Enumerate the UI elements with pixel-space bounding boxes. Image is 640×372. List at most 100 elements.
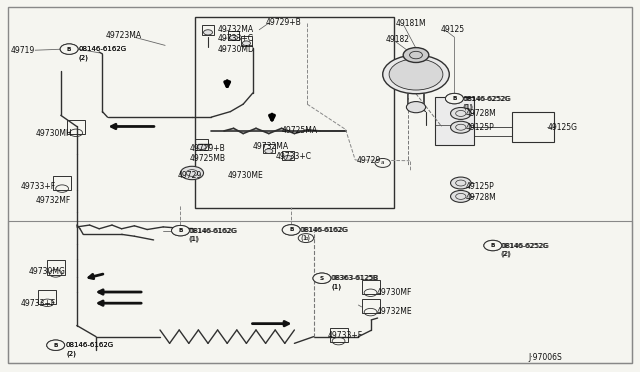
Text: 49125: 49125 [440, 25, 465, 33]
Text: B: B [54, 343, 58, 348]
Circle shape [298, 234, 314, 243]
Text: B: B [491, 243, 495, 248]
Bar [195, 139, 208, 150]
Circle shape [383, 55, 449, 94]
Text: (2): (2) [502, 250, 511, 257]
Text: 49730MH: 49730MH [35, 129, 72, 138]
Circle shape [313, 273, 331, 283]
Text: 49125P: 49125P [466, 182, 495, 190]
Bar [8, 221, 632, 363]
Circle shape [445, 93, 463, 104]
Text: (1): (1) [300, 235, 310, 241]
Text: 08146-6252G: 08146-6252G [500, 243, 548, 248]
Circle shape [313, 273, 331, 283]
Text: (1): (1) [189, 235, 199, 242]
Bar [512, 112, 554, 142]
Text: 08146-6162G: 08146-6162G [78, 46, 126, 52]
Bar [67, 120, 85, 134]
Text: 49181M: 49181M [396, 19, 426, 28]
Text: S: S [320, 276, 324, 281]
Text: (1): (1) [332, 283, 342, 290]
Circle shape [406, 102, 426, 113]
Text: 49729+B: 49729+B [189, 144, 225, 153]
Bar [362, 299, 380, 313]
Circle shape [204, 30, 212, 35]
Bar [38, 290, 56, 304]
Text: (1): (1) [189, 235, 200, 242]
Text: 49728M: 49728M [466, 193, 497, 202]
Bar [362, 280, 380, 294]
Text: 49719: 49719 [11, 46, 35, 55]
Circle shape [180, 166, 204, 180]
Text: (2): (2) [78, 54, 88, 61]
Text: 08146-6162G: 08146-6162G [189, 228, 237, 234]
Text: 08146-6162G: 08146-6162G [300, 227, 348, 233]
Text: 49732MA: 49732MA [253, 142, 289, 151]
Text: 49729+B: 49729+B [266, 18, 301, 27]
Text: 49730MG: 49730MG [29, 267, 66, 276]
Circle shape [445, 93, 463, 104]
Text: 49725MB: 49725MB [189, 154, 225, 163]
Text: 08146-6252G: 08146-6252G [462, 96, 510, 102]
Circle shape [451, 121, 471, 133]
Bar [47, 260, 65, 275]
Text: 49728M: 49728M [466, 109, 497, 118]
Text: (1): (1) [463, 104, 474, 110]
Text: B: B [179, 228, 182, 233]
Text: 08363-6125B: 08363-6125B [332, 275, 379, 281]
Text: 08146-6162G: 08146-6162G [66, 342, 114, 348]
Text: 49730ME: 49730ME [227, 171, 263, 180]
Text: a: a [381, 160, 385, 166]
Text: B: B [54, 343, 58, 348]
Bar [53, 176, 71, 190]
Bar [241, 36, 252, 46]
Text: B: B [179, 228, 182, 233]
Circle shape [230, 35, 237, 40]
Circle shape [197, 144, 206, 150]
Bar [228, 31, 239, 40]
Text: B: B [452, 96, 456, 101]
Text: 49729: 49729 [177, 171, 202, 180]
Text: B: B [289, 227, 293, 232]
Circle shape [172, 225, 189, 236]
Text: (1): (1) [462, 104, 472, 110]
Text: 08146-6252G: 08146-6252G [463, 96, 511, 102]
Text: 49730MF: 49730MF [376, 288, 412, 296]
Text: (1): (1) [300, 235, 310, 241]
Text: 08363-6125B: 08363-6125B [331, 275, 378, 281]
Text: 49729: 49729 [357, 156, 381, 165]
Bar [263, 144, 275, 154]
Text: 08146-6162G: 08146-6162G [66, 342, 114, 348]
Text: 49125G: 49125G [547, 123, 577, 132]
Circle shape [282, 225, 300, 235]
Bar [282, 151, 294, 160]
Circle shape [451, 108, 471, 119]
Text: 49732ME: 49732ME [376, 307, 412, 316]
Bar [202, 25, 214, 35]
Text: (2): (2) [66, 350, 76, 357]
Text: 49732MA: 49732MA [218, 25, 253, 34]
Text: 49733+C: 49733+C [218, 34, 253, 43]
Bar [330, 328, 348, 342]
Text: B: B [289, 227, 293, 232]
Text: 49733+F: 49733+F [328, 331, 363, 340]
Circle shape [47, 340, 65, 350]
Circle shape [484, 240, 502, 251]
Circle shape [47, 340, 65, 350]
Bar [435, 97, 474, 145]
Text: 49725MA: 49725MA [282, 126, 317, 135]
Circle shape [172, 225, 189, 236]
Text: b: b [304, 235, 308, 241]
Circle shape [284, 155, 292, 160]
Circle shape [451, 190, 471, 202]
Text: B: B [491, 243, 495, 248]
Text: 49125P: 49125P [466, 123, 495, 132]
Text: (2): (2) [66, 350, 76, 357]
Text: 08146-6252G: 08146-6252G [502, 243, 550, 248]
Text: 49733+F: 49733+F [21, 299, 56, 308]
Text: 49730MD: 49730MD [218, 45, 255, 54]
Text: J·97006S: J·97006S [528, 353, 562, 362]
Text: B: B [452, 96, 456, 101]
Text: 08146-6162G: 08146-6162G [300, 227, 348, 233]
Circle shape [484, 240, 502, 251]
